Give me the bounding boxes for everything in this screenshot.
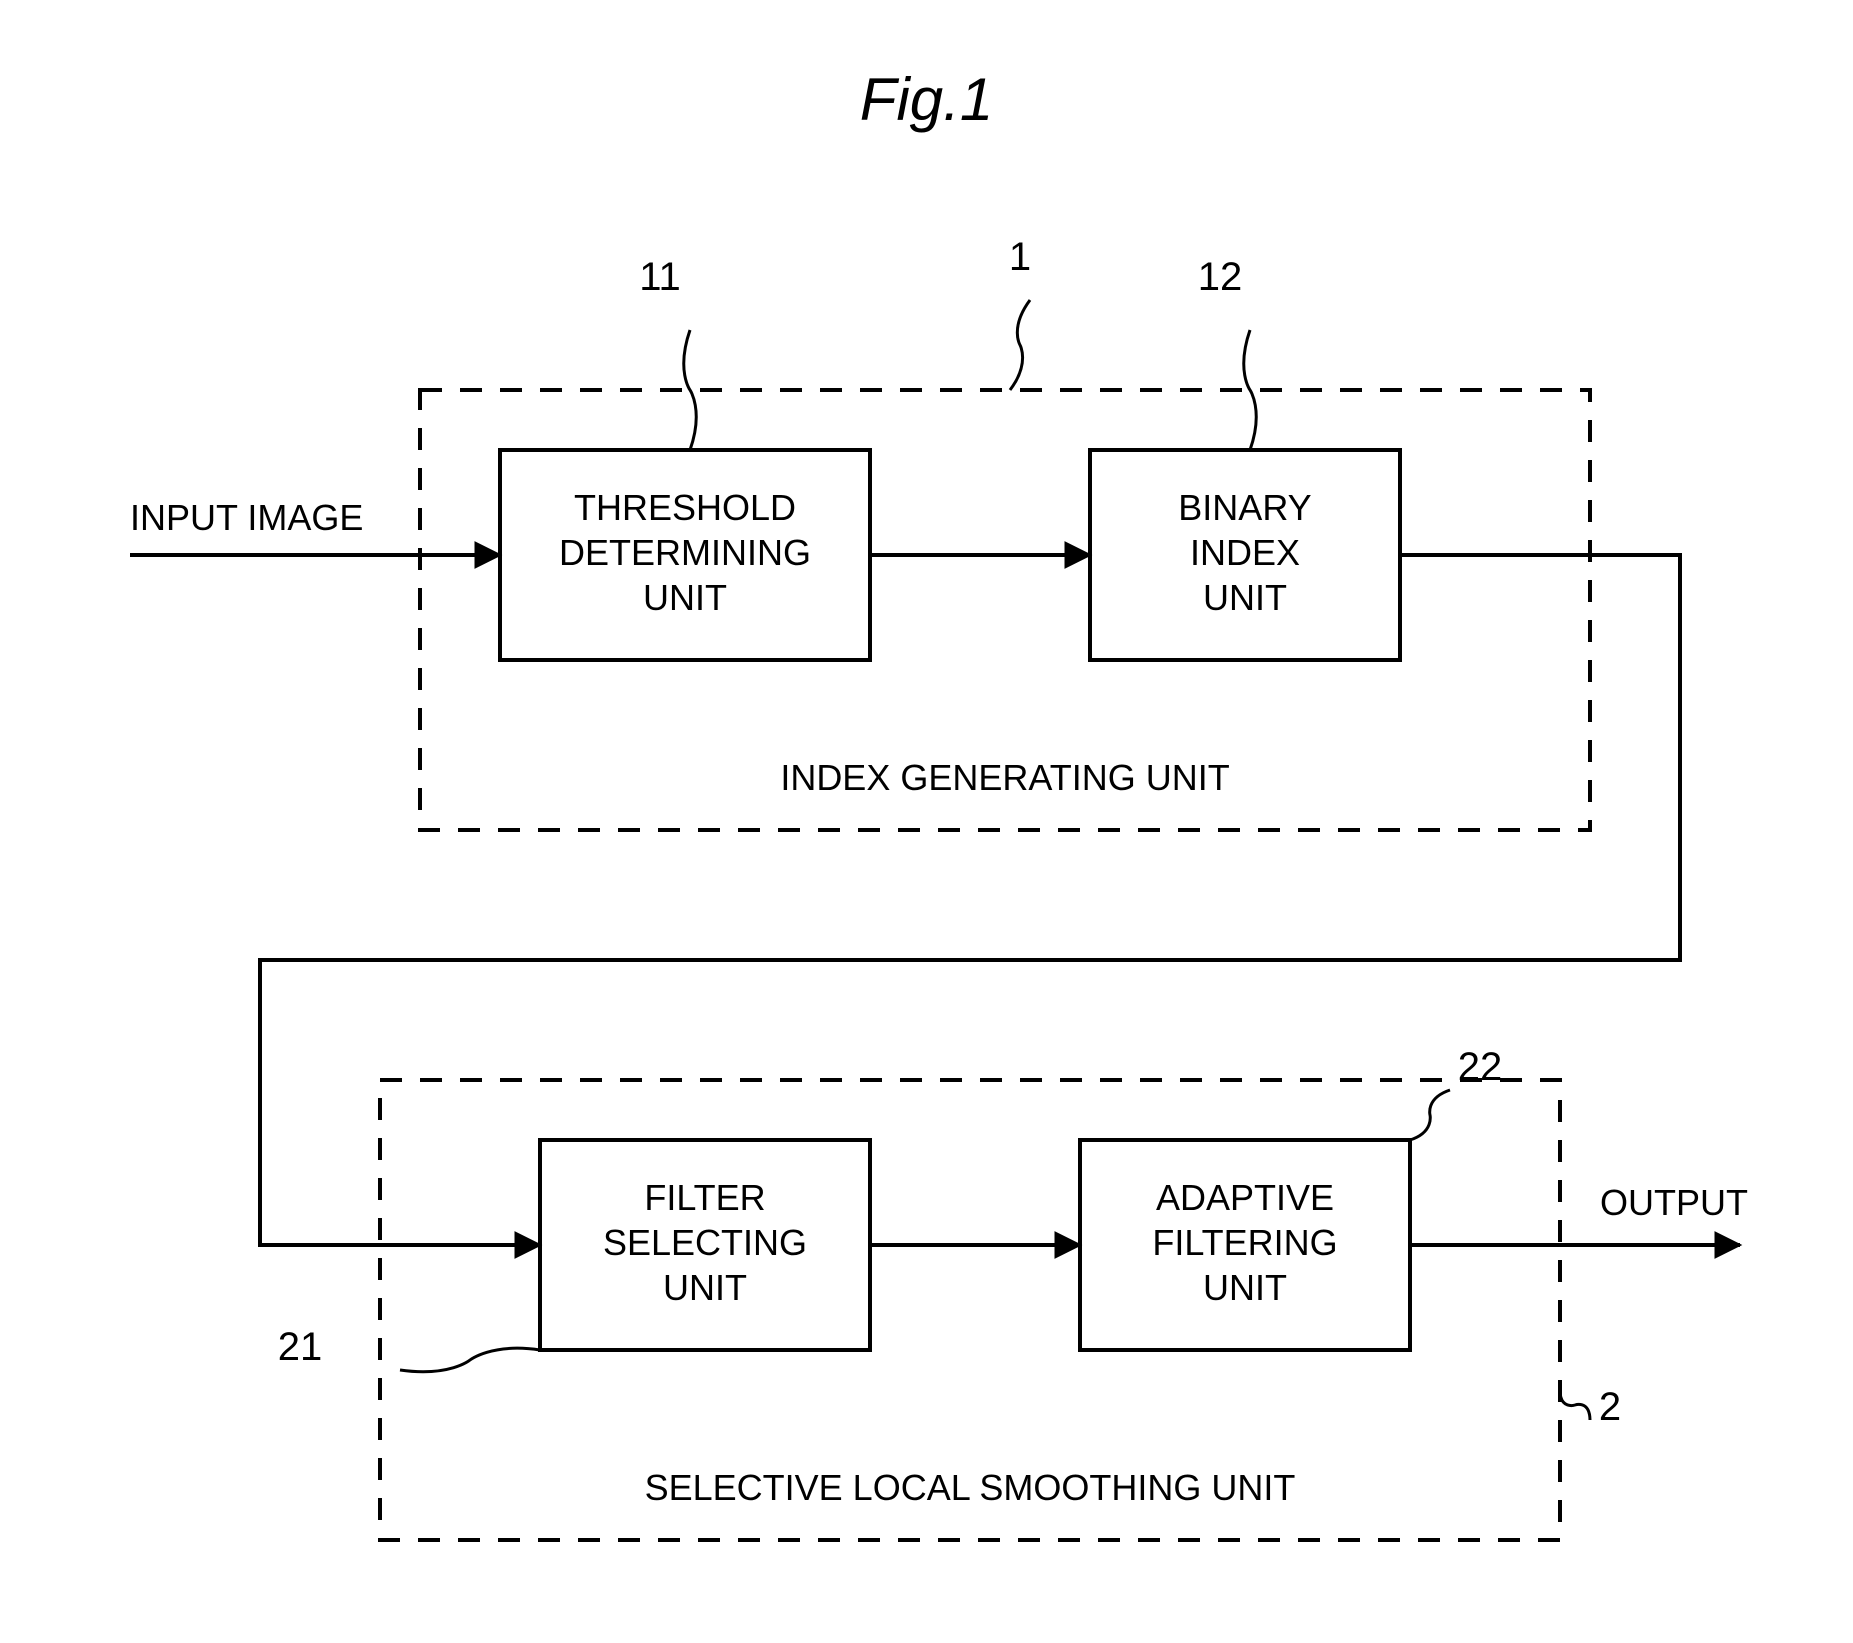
group-label: SELECTIVE LOCAL SMOOTHING UNIT xyxy=(645,1467,1296,1508)
node-line: THRESHOLD xyxy=(574,487,796,528)
node-line: UNIT xyxy=(663,1267,747,1308)
output-label: OUTPUT xyxy=(1600,1182,1748,1223)
node-ref: 12 xyxy=(1198,255,1243,299)
group-label: INDEX GENERATING UNIT xyxy=(780,757,1229,798)
figure-title: Fig.1 xyxy=(860,66,993,133)
node-line: UNIT xyxy=(1203,1267,1287,1308)
node-line: FILTER xyxy=(644,1177,765,1218)
node-line: ADAPTIVE xyxy=(1156,1177,1334,1218)
node-line: SELECTING xyxy=(603,1222,807,1263)
input-label: INPUT IMAGE xyxy=(130,497,363,538)
node-line: UNIT xyxy=(643,577,727,618)
group-ref: 1 xyxy=(1009,235,1031,279)
node-ref: 21 xyxy=(278,1325,323,1369)
group-ref: 2 xyxy=(1599,1385,1621,1429)
node-line: UNIT xyxy=(1203,577,1287,618)
node-ref: 11 xyxy=(639,255,681,299)
node-line: INDEX xyxy=(1190,532,1300,573)
node-line: BINARY xyxy=(1178,487,1311,528)
node-line: DETERMINING xyxy=(559,532,811,573)
node-line: FILTERING xyxy=(1152,1222,1337,1263)
node-ref: 22 xyxy=(1458,1045,1503,1089)
